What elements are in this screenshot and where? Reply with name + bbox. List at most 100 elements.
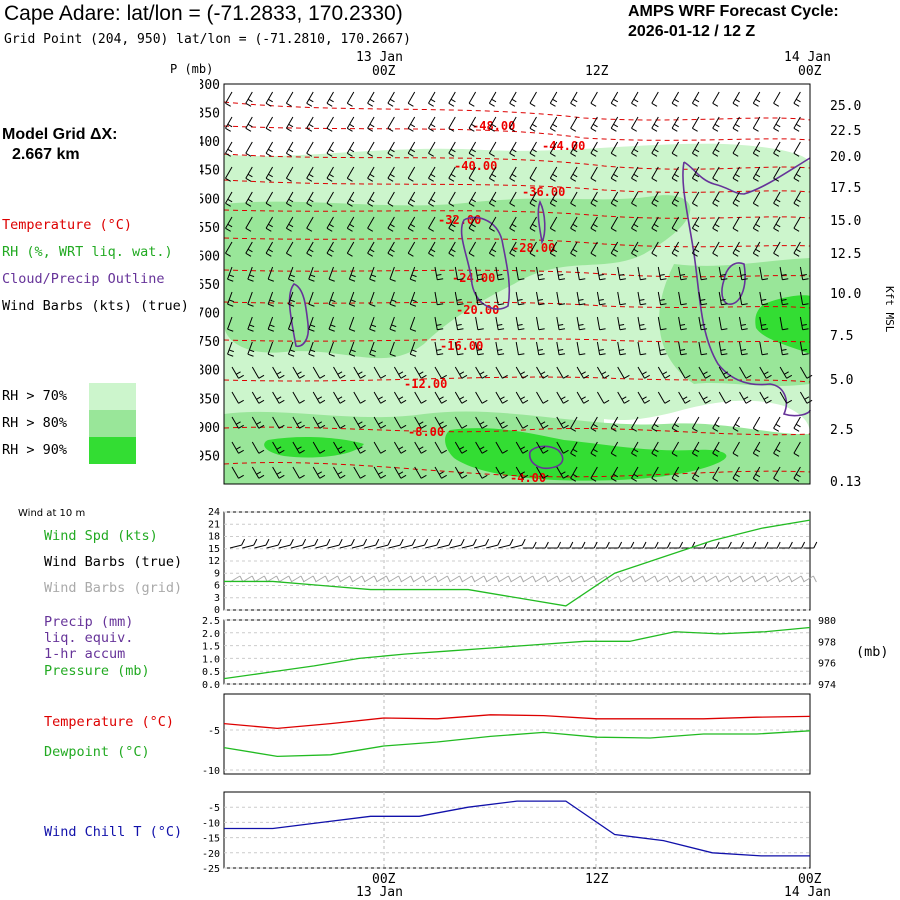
wind-barb [596,391,610,404]
wind-barb [434,466,447,479]
wind-barb [793,116,801,132]
wind-barb [671,416,680,432]
wind-barb [265,241,274,257]
bottom-tick-00z: 00Z [372,872,396,887]
wind-barb [509,141,517,157]
pressure-tick-974: 974 [818,680,836,690]
wind-barb [576,316,586,331]
wind-barb [570,91,578,107]
wind-barb [610,216,619,232]
precip-accum-label: 1-hr accum [44,646,126,662]
wind-barbs [225,91,813,482]
windchill-tick--20: -20 [202,849,220,860]
wind-speed-tick-6: 6 [214,581,220,592]
wind-barb [495,291,505,306]
wind-barb [691,441,700,457]
wind-barb [367,166,375,182]
wind-barb [389,266,396,282]
wind-barb [227,341,234,357]
bottom-date-2: 14 Jan [784,885,831,900]
wind-barb [515,316,525,331]
wind-barb [353,441,366,454]
wind-barb [353,466,366,479]
wind-barb [285,166,294,182]
wind-barb-true [754,541,769,549]
wind-chill-ticks: -5 -10 -15 -20 -25 [202,803,220,875]
wind-barb [536,366,549,379]
wind-barb [328,266,335,282]
wind-barb [475,391,488,404]
wind-barb [231,416,244,429]
wind-speed-label: Wind Spd (kts) [44,528,158,544]
wind-barb [596,291,606,306]
wind-barb [515,391,529,404]
wind-barb-true [376,538,392,549]
wind-barb [454,391,468,404]
wind-barb [651,191,659,207]
pressure-tick-350: 350 [200,107,220,122]
pressure-tick-650: 650 [200,278,220,293]
wind-barb [732,416,740,432]
wind-barb [348,316,356,332]
cross-section-frame [223,83,811,485]
wind-barb [678,316,687,331]
wind-barb [793,91,801,107]
wind-barb [346,91,355,107]
wind-barb [691,466,700,482]
wind-barb [287,291,295,307]
wind-barb [698,266,708,281]
wind-barb [637,291,647,306]
wind-barb [407,116,416,132]
wind-barb [752,166,761,182]
wind-barb-true [400,538,416,549]
wind-barb [678,366,691,379]
wind-barb [227,291,234,307]
wind-barb [389,341,396,357]
forecast-cycle-label: AMPS WRF Forecast Cycle: [628,3,839,20]
wind-barb [617,266,626,281]
wind-barb [308,341,316,357]
wind-barb [637,316,647,331]
wind-barb [265,141,274,157]
wind-barb-grid [376,575,390,583]
wind-barb [712,416,720,432]
wind-barb [495,416,508,429]
height-tick-5.0: 5.0 [830,373,853,388]
wind-barb [387,191,395,207]
wind-barb [272,466,285,479]
wind-barb-true [339,538,355,549]
wind-barb [678,291,687,306]
wind-barb [509,216,517,232]
legend-temperature: Temperature (°C) [2,217,133,233]
wind-barb [227,266,234,282]
wind-barb [333,391,346,404]
wind-barb [495,366,508,379]
wind-barb [759,266,769,281]
wind-barb [308,266,316,282]
wind-barb [312,441,326,454]
wind-barb [285,216,294,232]
wind-barb [657,266,667,281]
wind-barb [328,316,336,332]
wind-barb [488,191,497,207]
precip-tick-0.5: 0.5 [202,667,220,678]
wind-barb [651,216,659,232]
wind-barb [691,91,700,107]
wind-barb [718,291,728,306]
wind-barb [265,191,274,207]
wind-barb [651,466,659,482]
wind-barb [549,91,558,107]
wind-barb [739,391,752,404]
wind-barb-grid [717,575,732,583]
wind-barb [387,216,395,232]
wind-barb-true [412,538,429,549]
wind-barb [387,166,395,182]
wind-barb [306,216,314,232]
wind-barb [590,191,598,207]
precip-grid [224,619,810,685]
height-tick-10.0: 10.0 [830,287,861,302]
wind-barb [759,316,769,331]
wind-barb [428,241,436,257]
wind-barb [448,216,456,232]
precip-label: Precip (mm) [44,614,134,630]
